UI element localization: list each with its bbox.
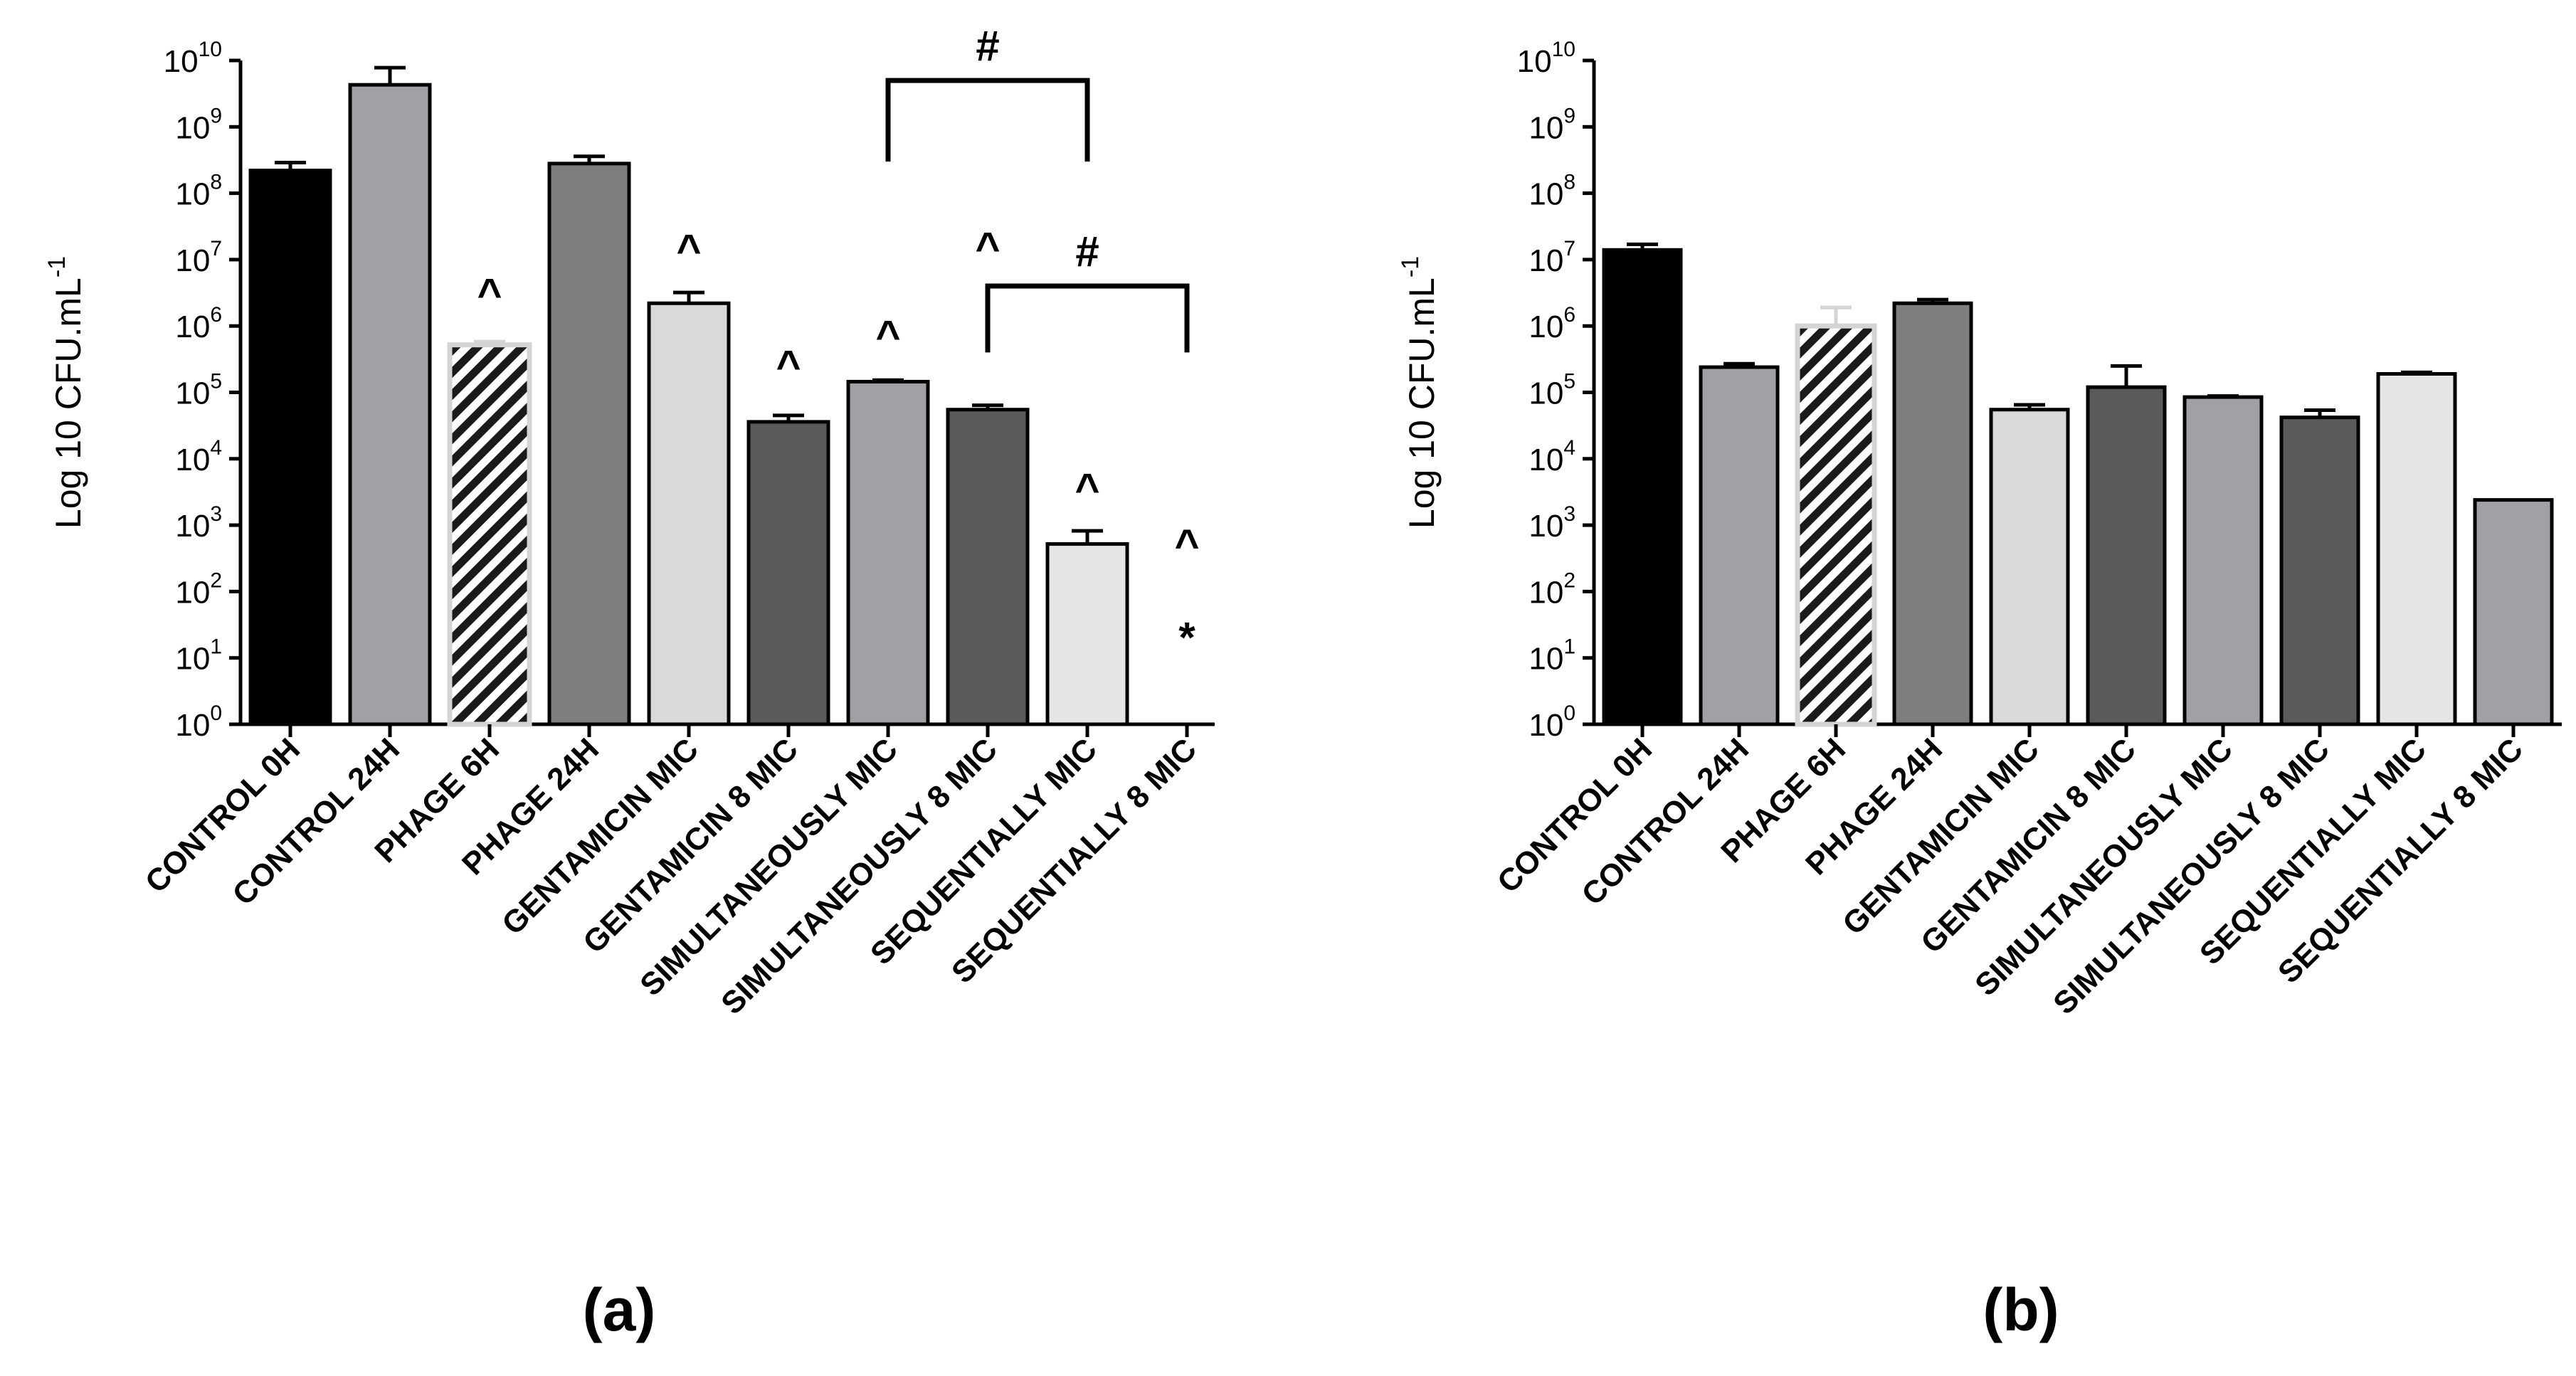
bar xyxy=(2473,498,2554,726)
bracket-marker: # xyxy=(976,22,999,70)
y-tick-label: 103 xyxy=(1529,502,1575,544)
y-tick-label: 108 xyxy=(1529,171,1575,212)
y-tick-label: 109 xyxy=(1529,104,1575,145)
bar xyxy=(1892,301,1973,726)
bar xyxy=(348,83,432,726)
y-tick-label: 103 xyxy=(175,502,222,544)
y-tick-label: 109 xyxy=(175,104,222,145)
significance-marker: ^ xyxy=(477,270,502,318)
y-tick-label: 1010 xyxy=(1517,38,1575,79)
y-tick-label: 105 xyxy=(175,370,222,411)
y-tick-label: 104 xyxy=(175,436,222,477)
y-tick-label: 102 xyxy=(175,568,222,610)
bar xyxy=(1989,408,2070,726)
y-tick-label: 107 xyxy=(175,237,222,278)
y-tick-label: 100 xyxy=(175,702,222,743)
category-label: CONTROL 24H xyxy=(1575,731,1756,912)
category-label: CONTROL 24H xyxy=(226,731,406,912)
significance-marker: ^ xyxy=(975,223,1000,271)
bar xyxy=(1602,248,1683,726)
y-tick-label: 105 xyxy=(1529,370,1575,411)
panel-label: (a) xyxy=(583,1276,656,1343)
significance-marker: ^ xyxy=(676,226,701,273)
y-tick-label: 1010 xyxy=(164,38,222,79)
bar xyxy=(2086,385,2167,726)
chart-panel-a: 100 101 102 103 104 105 106 107 108 109 1010 Log 10… xyxy=(43,22,1215,1343)
significance-marker: ^ xyxy=(875,312,900,360)
y-tick-label: 106 xyxy=(175,303,222,344)
significance-marker: ^ xyxy=(1174,521,1199,568)
y-tick-label: 101 xyxy=(175,635,222,677)
bracket-marker: # xyxy=(1075,228,1099,275)
y-tick-label: 104 xyxy=(1529,436,1575,477)
y-tick-label: 108 xyxy=(175,171,222,212)
category-label: GENTAMICIN MIC xyxy=(495,731,705,941)
y-tick-label: 106 xyxy=(1529,303,1575,344)
bar xyxy=(647,301,731,726)
significance-marker: * xyxy=(1178,614,1195,662)
y-axis-title: Log 10 CFU.mL-1 xyxy=(1397,256,1442,529)
y-axis-title: Log 10 CFU.mL-1 xyxy=(43,256,88,529)
bar xyxy=(447,342,532,727)
bar xyxy=(2279,416,2360,726)
comparison-bracket xyxy=(885,78,1090,162)
y-tick-label: 102 xyxy=(1529,568,1575,610)
significance-marker: ^ xyxy=(1075,465,1099,512)
bar xyxy=(2182,395,2264,726)
comparison-bracket xyxy=(985,283,1190,353)
y-tick-label: 100 xyxy=(1529,702,1575,743)
significance-marker: ^ xyxy=(776,342,801,389)
bar xyxy=(2376,371,2457,726)
y-tick-label: 101 xyxy=(1529,635,1575,677)
bar xyxy=(1045,542,1129,726)
bar xyxy=(248,169,332,726)
bar xyxy=(946,408,1030,726)
bar xyxy=(846,379,930,726)
bar xyxy=(746,420,830,726)
panel-label: (b) xyxy=(1983,1276,2059,1343)
y-tick-label: 107 xyxy=(1529,237,1575,278)
bar xyxy=(1795,323,1877,727)
bar xyxy=(1699,365,1780,726)
chart-panel-b: 100 101 102 103 104 105 106 107 108 109 1010 Log 10… xyxy=(1397,38,2562,1343)
bar xyxy=(547,162,631,726)
